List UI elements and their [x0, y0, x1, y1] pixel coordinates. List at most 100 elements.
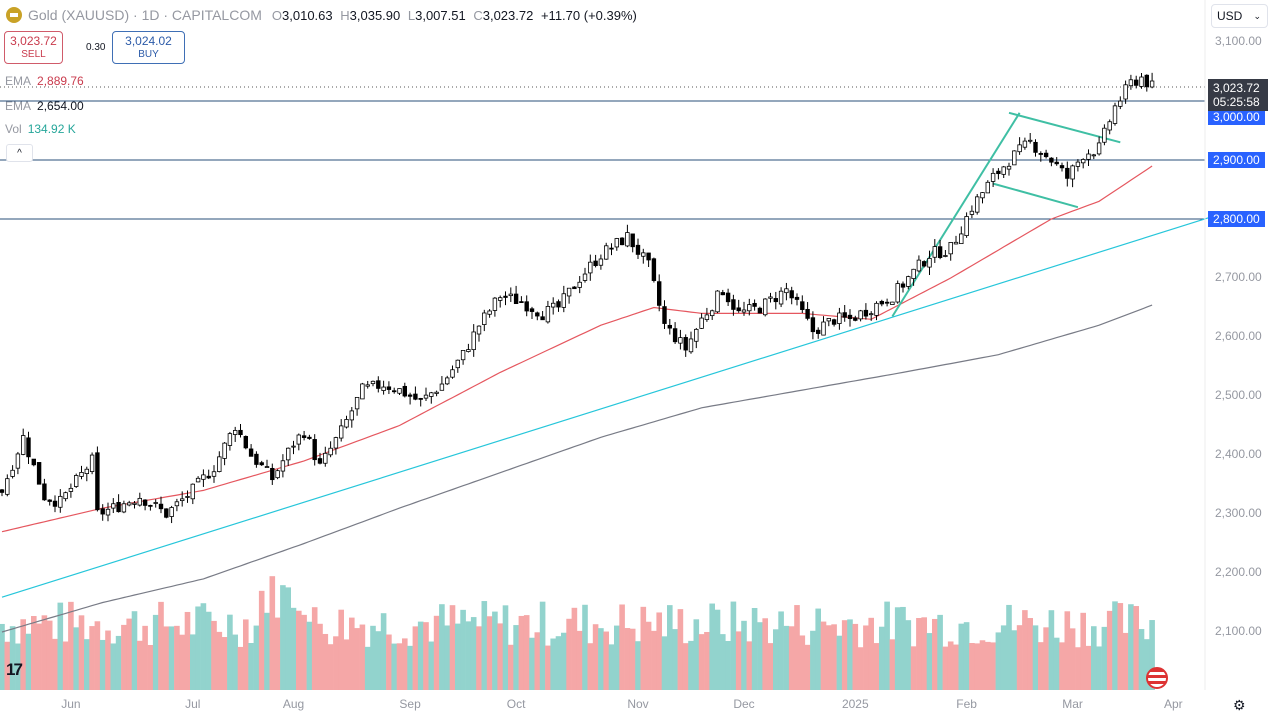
bar-countdown: 05:25:58 — [1213, 95, 1260, 109]
ema-slow-legend[interactable]: EMA 2,654.00 — [5, 99, 84, 113]
candle-body — [519, 301, 524, 303]
candle-body — [784, 288, 789, 294]
volume-bar — [311, 607, 318, 690]
candle-body — [211, 471, 217, 477]
ema-slow-line — [1, 304, 1153, 633]
candle-body — [323, 452, 328, 464]
candle-body — [842, 312, 847, 318]
candle-body — [911, 268, 916, 279]
volume-bar — [9, 626, 16, 690]
volume-bar — [1000, 625, 1007, 690]
candle-body — [127, 502, 132, 506]
volume-bar — [248, 643, 254, 690]
candle-body — [853, 317, 858, 321]
volume-bar — [190, 634, 196, 690]
low-value: 3,007.51 — [415, 7, 466, 23]
ema-fast-legend[interactable]: EMA 2,889.76 — [5, 74, 84, 88]
close-value: 3,023.72 — [482, 7, 534, 23]
settings-gear-icon[interactable]: ⚙ — [1233, 697, 1246, 713]
volume-bar — [545, 645, 551, 690]
candle-body — [259, 462, 264, 466]
candle-body — [1028, 139, 1033, 142]
candle-body — [566, 287, 572, 297]
candle-body — [1006, 165, 1012, 170]
candle-body — [5, 478, 10, 495]
candle-body — [1059, 165, 1065, 169]
sell-button[interactable]: 3,023.72 SELL — [4, 31, 63, 64]
volume-bar — [926, 633, 933, 690]
volume-bar — [502, 605, 509, 690]
volume-bar — [497, 623, 503, 690]
volume-bar — [349, 617, 355, 690]
buy-button[interactable]: 3,024.02 BUY — [112, 31, 185, 64]
volume-bar — [375, 631, 382, 690]
volume-bar — [216, 631, 223, 690]
candle-body — [710, 310, 715, 317]
symbol-title[interactable]: Gold (XAUUSD) · 1D · CAPITALCOM — [28, 7, 262, 23]
candle-body — [174, 501, 180, 507]
candle-body — [466, 349, 471, 352]
volume-bar — [343, 639, 350, 690]
volume-bar — [402, 638, 408, 690]
volume-bar — [285, 587, 291, 690]
volume-bar — [253, 625, 260, 690]
candle-body — [953, 241, 959, 245]
volume-bar — [386, 634, 392, 690]
candle-body — [1096, 142, 1102, 155]
volume-bar — [995, 632, 1002, 690]
tradingview-logo[interactable]: 17 — [6, 660, 23, 679]
volume-legend[interactable]: Vol 134.92 K — [5, 122, 76, 136]
candle-body — [651, 258, 657, 281]
candle-body — [768, 296, 773, 299]
candle-body — [964, 216, 969, 236]
volume-bar — [905, 620, 912, 690]
flag-pattern-line — [1008, 111, 1121, 144]
candle-body — [121, 503, 127, 513]
candle-body — [863, 309, 869, 317]
candle-body — [683, 337, 688, 351]
volume-bar — [470, 617, 477, 690]
candle-body — [837, 312, 842, 324]
candle-body — [916, 259, 922, 272]
volume-bar — [619, 604, 625, 690]
volume-bar — [439, 604, 445, 690]
candle-body — [763, 298, 768, 316]
volume-bar — [815, 608, 821, 690]
volume-bar — [205, 611, 212, 690]
volume-bar — [121, 624, 127, 690]
candle-body — [630, 233, 635, 248]
candle-body — [577, 281, 582, 288]
volume-bar — [1101, 626, 1108, 690]
currency-select[interactable]: USD ⌄ — [1211, 4, 1268, 28]
candle-body — [635, 244, 641, 255]
ema-fast-value: 2,889.76 — [37, 74, 84, 88]
candle-body — [1102, 127, 1107, 143]
sell-label: SELL — [21, 48, 46, 60]
candle-body — [36, 462, 42, 485]
volume-bar — [974, 643, 980, 690]
volume-bar — [354, 628, 360, 690]
candle-body — [609, 247, 614, 250]
candle-body — [1012, 150, 1017, 166]
us-flag-icon[interactable] — [1146, 667, 1168, 689]
sell-price: 3,023.72 — [10, 33, 57, 48]
volume-bar — [672, 629, 678, 690]
volume-bar — [62, 641, 69, 690]
candle-body — [391, 390, 397, 393]
candle-body — [89, 454, 95, 472]
candle-body — [1017, 144, 1022, 153]
volume-bar — [513, 625, 519, 690]
candle-body — [201, 474, 206, 480]
price-tick-label: 2,200.00 — [1215, 565, 1262, 579]
candle-body — [524, 301, 529, 312]
time-tick-label: Jul — [185, 697, 201, 711]
candle-body — [291, 445, 296, 448]
volume-bar — [725, 640, 731, 690]
candle-body — [747, 304, 752, 312]
price-tick-label: 2,700.00 — [1215, 270, 1262, 284]
volume-bar — [301, 614, 307, 690]
collapse-legend-button[interactable]: ^ — [6, 144, 33, 162]
candle-body — [301, 435, 307, 438]
volume-bar — [810, 630, 816, 690]
